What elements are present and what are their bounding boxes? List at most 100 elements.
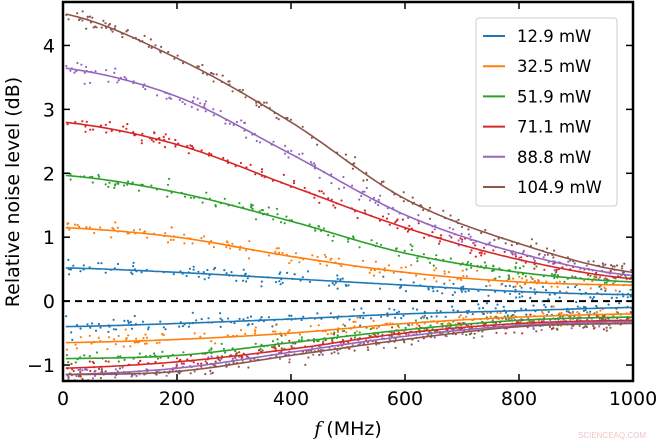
data-point-upper bbox=[402, 200, 405, 203]
data-point-upper bbox=[457, 218, 460, 221]
data-point-upper bbox=[460, 225, 464, 229]
data-point-lower bbox=[97, 367, 101, 370]
data-point-lower bbox=[348, 347, 351, 350]
data-point-lower bbox=[403, 341, 406, 344]
data-point-upper bbox=[358, 246, 361, 249]
data-point-lower bbox=[537, 319, 541, 322]
data-point-lower bbox=[416, 323, 419, 326]
data-point-upper bbox=[189, 144, 192, 147]
data-point-upper bbox=[417, 214, 420, 217]
data-point-upper bbox=[251, 207, 254, 210]
data-point-lower bbox=[336, 330, 340, 334]
data-point-upper bbox=[622, 295, 625, 298]
data-point-lower bbox=[210, 372, 213, 375]
data-point-upper bbox=[361, 259, 365, 262]
data-point-upper bbox=[470, 249, 473, 252]
fit-line-upper bbox=[65, 174, 634, 283]
data-point-lower bbox=[350, 337, 353, 340]
data-point-lower bbox=[159, 320, 162, 323]
data-point-upper bbox=[372, 274, 376, 277]
data-point-upper bbox=[618, 290, 621, 293]
data-point-lower bbox=[137, 361, 140, 365]
data-point-upper bbox=[533, 267, 536, 270]
data-point-lower bbox=[589, 296, 592, 299]
data-point-upper bbox=[225, 272, 228, 275]
data-point-lower bbox=[91, 322, 94, 325]
data-point-upper bbox=[477, 289, 480, 293]
data-point-lower bbox=[196, 362, 199, 365]
data-point-upper bbox=[206, 268, 209, 272]
data-point-upper bbox=[508, 284, 511, 287]
data-point-lower bbox=[181, 325, 184, 328]
data-point-lower bbox=[556, 328, 559, 331]
data-point-upper bbox=[275, 247, 278, 250]
data-point-upper bbox=[192, 265, 195, 268]
data-point-lower bbox=[65, 354, 68, 357]
data-point-lower bbox=[570, 327, 573, 330]
data-point-upper bbox=[388, 223, 391, 226]
data-point-upper bbox=[518, 256, 521, 259]
data-point-upper bbox=[522, 251, 525, 254]
data-point-upper bbox=[431, 287, 434, 290]
data-point-upper bbox=[215, 73, 218, 76]
data-point-upper bbox=[244, 272, 247, 275]
data-point-lower bbox=[481, 335, 484, 338]
data-point-upper bbox=[107, 185, 110, 188]
data-point-lower bbox=[450, 305, 454, 308]
data-point-lower bbox=[274, 330, 277, 333]
data-point-upper bbox=[363, 209, 366, 212]
data-point-lower bbox=[234, 350, 237, 353]
data-point-lower bbox=[114, 368, 117, 371]
data-point-upper bbox=[538, 252, 541, 255]
data-point-upper bbox=[316, 143, 319, 146]
data-point-lower bbox=[121, 366, 124, 369]
data-point-lower bbox=[412, 307, 415, 310]
data-point-lower bbox=[543, 303, 546, 307]
data-point-upper bbox=[164, 232, 167, 235]
data-point-upper bbox=[433, 269, 436, 272]
data-point-upper bbox=[546, 253, 549, 256]
data-point-upper bbox=[89, 81, 92, 84]
data-point-lower bbox=[129, 320, 132, 323]
data-point-lower bbox=[290, 346, 293, 349]
data-point-upper bbox=[583, 279, 586, 282]
data-point-lower bbox=[300, 336, 303, 339]
data-point-upper bbox=[267, 206, 270, 209]
data-point-upper bbox=[117, 79, 120, 82]
data-point-upper bbox=[492, 265, 495, 268]
data-point-upper bbox=[620, 267, 624, 270]
data-point-lower bbox=[386, 314, 389, 318]
data-point-lower bbox=[394, 346, 397, 349]
data-point-upper bbox=[189, 196, 192, 199]
data-point-upper bbox=[65, 64, 68, 68]
data-point-upper bbox=[113, 186, 116, 189]
data-point-upper bbox=[168, 137, 171, 140]
data-point-lower bbox=[122, 345, 125, 348]
data-point-upper bbox=[260, 168, 264, 171]
data-point-upper bbox=[566, 286, 570, 289]
data-point-lower bbox=[426, 317, 429, 320]
data-point-upper bbox=[306, 270, 310, 273]
data-point-lower bbox=[161, 332, 164, 335]
data-point-lower bbox=[81, 369, 84, 372]
data-point-upper bbox=[533, 288, 536, 291]
data-point-lower bbox=[358, 331, 361, 334]
data-point-upper bbox=[363, 190, 366, 193]
data-point-lower bbox=[155, 373, 158, 376]
data-point-upper bbox=[337, 187, 341, 190]
data-point-lower bbox=[359, 316, 362, 319]
data-point-upper bbox=[462, 274, 465, 278]
data-point-upper bbox=[600, 288, 603, 291]
data-point-lower bbox=[195, 319, 198, 322]
data-point-upper bbox=[550, 273, 554, 276]
data-point-lower bbox=[126, 319, 129, 322]
data-point-lower bbox=[354, 336, 357, 339]
data-point-upper bbox=[303, 186, 306, 189]
data-point-upper bbox=[308, 223, 311, 226]
data-point-upper bbox=[287, 156, 290, 159]
data-point-upper bbox=[460, 290, 464, 293]
data-point-lower bbox=[222, 347, 225, 351]
data-point-lower bbox=[193, 332, 196, 335]
data-point-upper bbox=[72, 264, 75, 267]
data-point-upper bbox=[197, 270, 200, 273]
